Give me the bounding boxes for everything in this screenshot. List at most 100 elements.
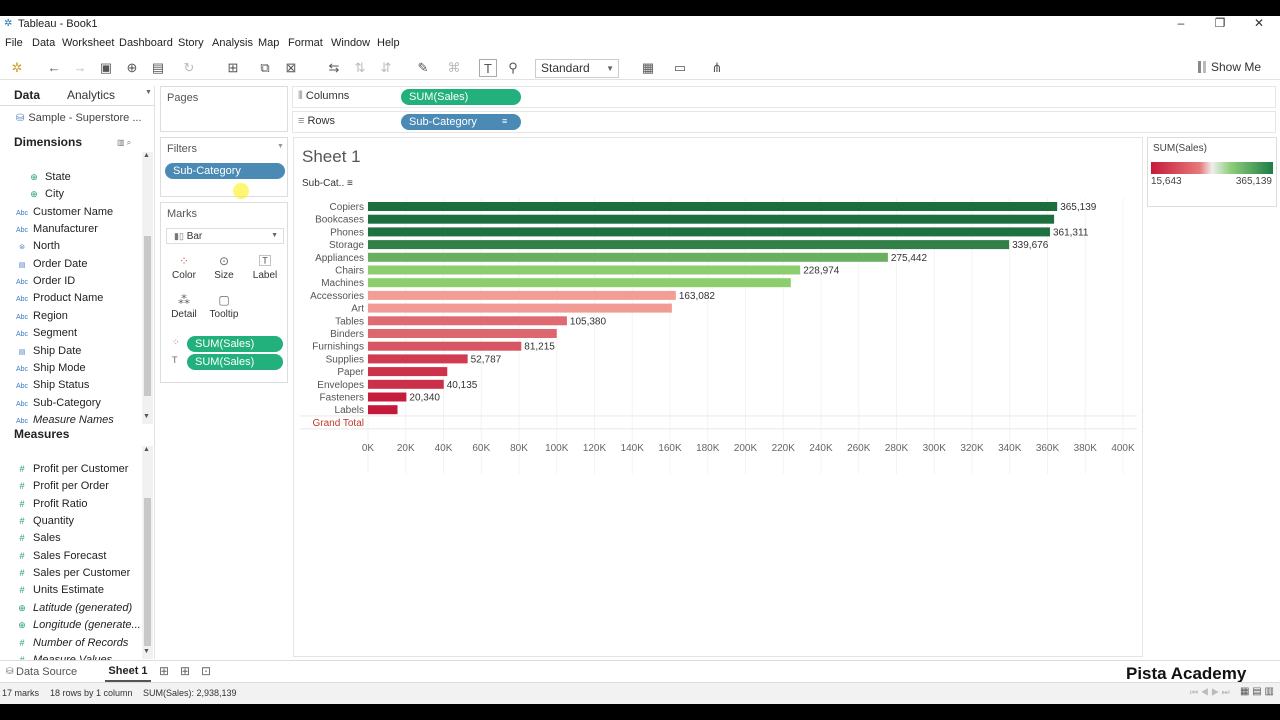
bar[interactable] bbox=[368, 290, 676, 300]
category-label[interactable]: Supplies bbox=[326, 354, 364, 365]
menu-dashboard[interactable]: Dashboard bbox=[119, 37, 173, 49]
dimension-field-item[interactable]: Abc Sub-Category bbox=[14, 397, 101, 413]
measure-field-item[interactable]: # Profit Ratio bbox=[14, 498, 87, 514]
color-button[interactable]: ⁘ Color bbox=[166, 252, 202, 286]
bar[interactable] bbox=[368, 278, 791, 288]
rows-pill-sub-category[interactable]: Sub-Category bbox=[401, 114, 521, 130]
label-button[interactable]: 🅃 Label bbox=[247, 252, 283, 286]
measure-field-item[interactable]: # Profit per Customer bbox=[14, 463, 128, 479]
columns-shelf[interactable]: ⦀ Columns SUM(Sales) bbox=[292, 86, 1276, 108]
dimension-field-item[interactable]: ▤ Order Date bbox=[14, 258, 88, 274]
tableau-start-icon[interactable]: ✲ bbox=[11, 60, 23, 75]
bar[interactable] bbox=[368, 303, 672, 313]
data-source-tab[interactable]: Data Source bbox=[16, 666, 78, 678]
filter-pill-sub-category[interactable]: Sub-Category bbox=[165, 163, 285, 179]
dimension-field-item[interactable]: Abc Ship Mode bbox=[14, 362, 86, 378]
new-data-source-icon[interactable]: ⊕ bbox=[126, 60, 138, 75]
menu-file[interactable]: File bbox=[5, 37, 23, 49]
tab-analytics[interactable]: Analytics bbox=[67, 88, 116, 102]
highlight-icon[interactable]: ✎ bbox=[417, 60, 429, 75]
dimension-field-item[interactable]: Abc Measure Names bbox=[14, 414, 114, 430]
bar[interactable] bbox=[368, 214, 1055, 224]
measure-field-item[interactable]: # Sales Forecast bbox=[14, 550, 106, 566]
close-icon[interactable]: ✕ bbox=[1253, 16, 1265, 30]
fit-select[interactable]: Standard ▼ bbox=[535, 59, 619, 78]
undo-icon[interactable]: ← bbox=[47, 60, 61, 75]
dimension-field-item[interactable]: Abc Order ID bbox=[14, 275, 75, 291]
dimension-field-item[interactable]: Abc Segment bbox=[14, 327, 77, 343]
category-label[interactable]: Copiers bbox=[330, 202, 364, 213]
presentation-mode-icon[interactable]: ▭ bbox=[673, 60, 687, 75]
rows-shelf[interactable]: ≡ Rows Sub-Category ≡ bbox=[292, 111, 1276, 133]
bar[interactable] bbox=[368, 341, 522, 351]
category-label[interactable]: Chairs bbox=[335, 266, 364, 277]
save-icon[interactable]: ▣ bbox=[99, 60, 113, 75]
measures-scrollbar[interactable]: ▲ ▼ bbox=[142, 446, 153, 659]
bar[interactable] bbox=[368, 379, 444, 389]
bar[interactable] bbox=[368, 202, 1058, 211]
bar[interactable] bbox=[368, 354, 468, 364]
menu-worksheet[interactable]: Worksheet bbox=[62, 37, 115, 49]
view-mode-icon[interactable]: ▦ ▤ ▥ bbox=[1240, 686, 1274, 697]
category-label[interactable]: Phones bbox=[330, 227, 364, 238]
bar[interactable] bbox=[368, 392, 407, 402]
tab-data[interactable]: Data bbox=[14, 88, 41, 102]
bar[interactable] bbox=[368, 227, 1050, 237]
bar[interactable] bbox=[368, 316, 567, 326]
measure-field-item[interactable]: # Units Estimate bbox=[14, 584, 103, 600]
duplicate-icon[interactable]: ⧉ bbox=[260, 60, 270, 75]
menu-data[interactable]: Data bbox=[32, 37, 56, 49]
pause-updates-icon[interactable]: ▤ bbox=[151, 60, 165, 75]
category-label[interactable]: Fasteners bbox=[320, 393, 364, 404]
mark-pill-label[interactable]: SUM(Sales) bbox=[187, 354, 283, 370]
dimension-field-item[interactable]: ⊜ North bbox=[14, 240, 60, 256]
measure-field-item[interactable]: ⊕ Longitude (generate... bbox=[14, 619, 140, 635]
new-story-icon[interactable]: ⊡ bbox=[201, 664, 212, 678]
dimension-field-item[interactable]: Abc Product Name bbox=[14, 292, 103, 308]
grand-total-label[interactable]: Grand Total bbox=[312, 418, 364, 429]
redo-icon[interactable]: → bbox=[73, 60, 87, 75]
menu-map[interactable]: Map bbox=[258, 37, 280, 49]
refresh-icon[interactable]: ↻ bbox=[183, 60, 195, 75]
restore-icon[interactable]: ❐ bbox=[1214, 16, 1226, 30]
category-label[interactable]: Storage bbox=[329, 240, 364, 251]
bar[interactable] bbox=[368, 240, 1010, 250]
category-label[interactable]: Appliances bbox=[315, 253, 364, 264]
clear-sheet-icon[interactable]: ⊠ bbox=[285, 60, 297, 75]
measure-field-item[interactable]: # Sales bbox=[14, 532, 60, 548]
dimensions-scroll-thumb[interactable] bbox=[144, 236, 151, 396]
sort-ascending-icon[interactable]: ⇅ bbox=[354, 60, 366, 75]
measure-field-item[interactable]: # Profit per Order bbox=[14, 480, 108, 496]
mark-pill-color[interactable]: SUM(Sales) bbox=[187, 336, 283, 352]
show-me-button[interactable]: Show Me bbox=[1198, 60, 1261, 74]
new-worksheet-icon[interactable]: ⊞ bbox=[227, 60, 239, 75]
scroll-down-icon[interactable]: ▼ bbox=[143, 648, 150, 655]
dimensions-tools-icon[interactable]: ▥ ⌕ bbox=[117, 138, 132, 147]
category-label[interactable]: Machines bbox=[321, 278, 364, 289]
category-label[interactable]: Furnishings bbox=[312, 342, 364, 353]
menu-window[interactable]: Window bbox=[331, 37, 371, 49]
bar[interactable] bbox=[368, 367, 448, 377]
category-label[interactable]: Binders bbox=[330, 329, 364, 340]
share-icon[interactable]: ⋔ bbox=[711, 60, 723, 75]
category-label[interactable]: Accessories bbox=[310, 291, 364, 302]
bar[interactable] bbox=[368, 329, 557, 338]
dimension-field-item[interactable]: Abc Customer Name bbox=[14, 206, 113, 222]
menu-help[interactable]: Help bbox=[377, 37, 400, 49]
dimension-field-item[interactable]: Abc Manufacturer bbox=[14, 223, 98, 239]
measure-field-item[interactable]: # Quantity bbox=[14, 515, 74, 531]
show-labels-icon[interactable]: T bbox=[479, 59, 497, 77]
menu-format[interactable]: Format bbox=[288, 37, 323, 49]
new-dashboard-icon[interactable]: ⊞ bbox=[180, 664, 191, 678]
measure-field-item[interactable]: # Number of Records bbox=[14, 637, 128, 653]
dimensions-scrollbar[interactable]: ▲ ▼ bbox=[142, 152, 153, 424]
measure-field-item[interactable]: # Sales per Customer bbox=[14, 567, 130, 583]
detail-button[interactable]: ⁂ Detail bbox=[166, 291, 202, 325]
category-label[interactable]: Bookcases bbox=[315, 215, 364, 226]
data-source-item[interactable]: ⛁ Sample - Superstore ... bbox=[16, 112, 142, 124]
measure-field-item[interactable]: ⊕ Latitude (generated) bbox=[14, 602, 132, 618]
card-visibility-icon[interactable]: ▦ bbox=[641, 60, 655, 75]
pane-menu-icon[interactable]: ▼ bbox=[145, 89, 152, 96]
category-label[interactable]: Labels bbox=[335, 405, 364, 416]
tooltip-button[interactable]: ▢ Tooltip bbox=[206, 291, 242, 325]
